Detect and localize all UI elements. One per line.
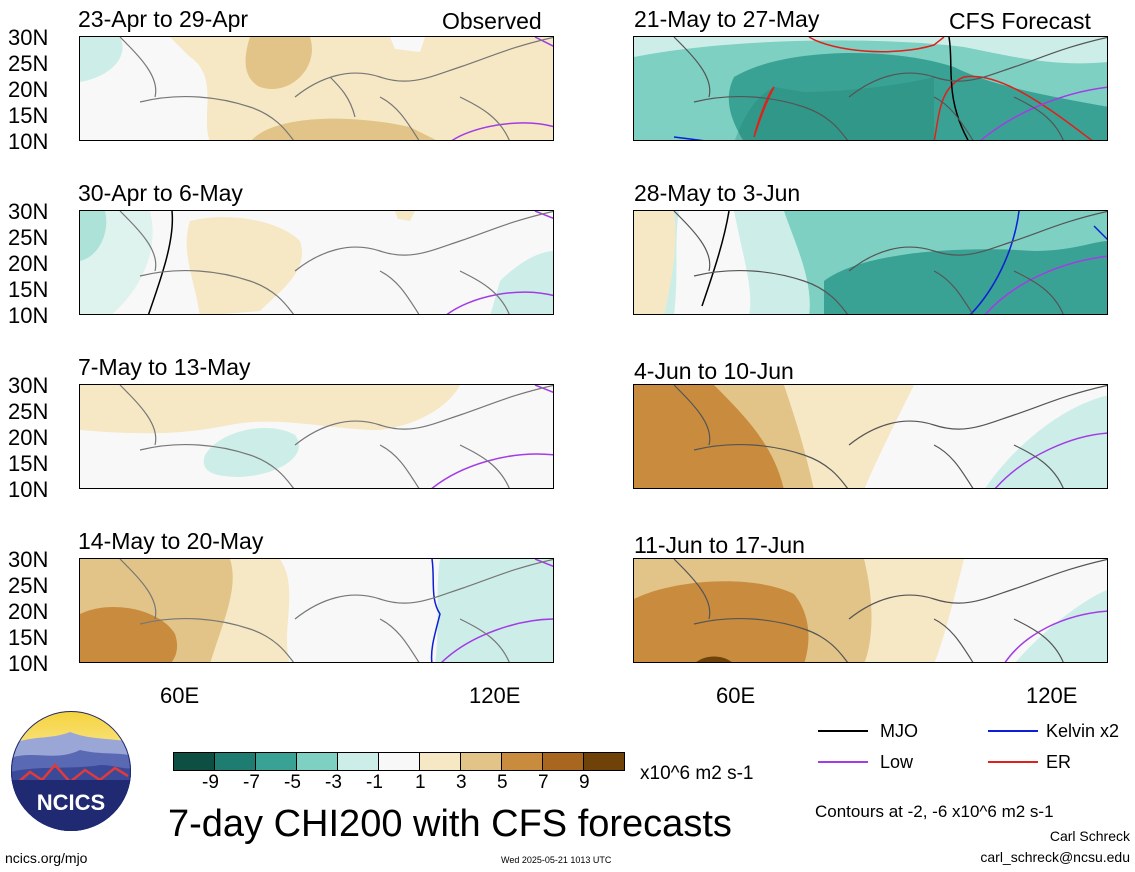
contours-note: Contours at -2, -6 x10^6 m2 s-1	[815, 802, 1054, 821]
panel-2-title: 30-Apr to 6-May	[78, 180, 243, 206]
colorbar	[173, 752, 625, 771]
map-panel-1	[79, 36, 554, 141]
colorbar-swatch-8	[502, 753, 543, 770]
lat-label-15n-p4: 15N	[8, 625, 49, 650]
lat-label-10n-p4: 10N	[8, 651, 49, 676]
colorbar-tick: -7	[243, 772, 260, 793]
logo-text: NCICS	[37, 790, 105, 815]
colorbar-tick: 5	[497, 772, 508, 793]
lat-label-15n-p3: 15N	[8, 451, 49, 476]
map-panel-3	[79, 384, 554, 489]
email[interactable]: carl_schreck@ncsu.edu	[980, 849, 1130, 865]
lat-label-30n-p3: 30N	[8, 373, 49, 398]
lat-label-30n-p1: 30N	[8, 25, 49, 50]
lon-label-120e-left: 120E	[469, 683, 521, 708]
colorbar-tick: 1	[415, 772, 426, 793]
map-panel-2	[79, 210, 554, 315]
colorbar-swatch-6	[420, 753, 461, 770]
panel-3-title: 7-May to 13-May	[78, 354, 251, 380]
legend-kelvin-line	[988, 730, 1038, 732]
colorbar-swatch-1	[215, 753, 256, 770]
legend-er-label: ER	[1046, 752, 1072, 772]
lat-label-20n-p1: 20N	[8, 77, 49, 102]
lat-label-15n-p2: 15N	[8, 277, 49, 302]
observed-label: Observed	[442, 8, 542, 34]
map-panel-6	[633, 210, 1108, 315]
colorbar-tick: -5	[284, 772, 301, 793]
map-panel-4	[79, 558, 554, 663]
colorbar-swatch-3	[297, 753, 338, 770]
lat-label-20n-p2: 20N	[8, 251, 49, 276]
colorbar-tick: 9	[579, 772, 590, 793]
panel-1-title: 23-Apr to 29-Apr	[78, 6, 249, 32]
lon-label-120e-right: 120E	[1026, 683, 1078, 708]
lat-label-25n-p4: 25N	[8, 573, 49, 598]
lon-label-60e-right: 60E	[716, 683, 756, 708]
legend-kelvin-label: Kelvin x2	[1046, 721, 1120, 741]
colorbar-swatch-2	[256, 753, 297, 770]
main-title: 7-day CHI200 with CFS forecasts	[168, 803, 732, 845]
legend-low-label: Low	[880, 752, 914, 772]
lat-label-10n-p1: 10N	[8, 129, 49, 154]
map-panel-8	[633, 558, 1108, 663]
ncics-logo: NCICS	[10, 710, 132, 832]
legend-mjo-line	[818, 730, 868, 732]
lat-label-30n-p4: 30N	[8, 547, 49, 572]
lat-label-20n-p4: 20N	[8, 599, 49, 624]
panel-8-title: 11-Jun to 17-Jun	[634, 532, 805, 558]
colorbar-tick: -9	[202, 772, 219, 793]
panel-4-title: 14-May to 20-May	[78, 528, 264, 554]
author: Carl Schreck	[1049, 828, 1130, 844]
lat-label-10n-p2: 10N	[8, 303, 49, 328]
lat-label-15n-p1: 15N	[8, 103, 49, 128]
lat-label-25n-p3: 25N	[8, 399, 49, 424]
lat-label-30n-p2: 30N	[8, 199, 49, 224]
colorbar-swatch-4	[338, 753, 379, 770]
map-panel-7	[633, 384, 1108, 489]
colorbar-tick: -3	[325, 772, 342, 793]
colorbar-swatch-10	[584, 753, 624, 770]
url-link[interactable]: ncics.org/mjo	[5, 850, 88, 866]
colorbar-tick: 7	[538, 772, 549, 793]
colorbar-swatch-5	[379, 753, 420, 770]
legend-er-line	[988, 761, 1038, 763]
colorbar-swatch-0	[174, 753, 215, 770]
lat-label-25n-p1: 25N	[8, 51, 49, 76]
legend-low-line	[818, 761, 868, 763]
colorbar-tick: -1	[366, 772, 383, 793]
colorbar-units: x10^6 m2 s-1	[640, 763, 754, 784]
legend-mjo-label: MJO	[880, 721, 918, 741]
lon-label-60e-left: 60E	[160, 683, 200, 708]
panel-5-title: 21-May to 27-May	[634, 6, 820, 32]
panel-6-title: 28-May to 3-Jun	[634, 180, 801, 206]
cfs-forecast-label: CFS Forecast	[949, 8, 1091, 34]
panel-7-title: 4-Jun to 10-Jun	[634, 358, 794, 384]
lat-label-25n-p2: 25N	[8, 225, 49, 250]
colorbar-swatch-9	[543, 753, 584, 770]
colorbar-tick: 3	[456, 772, 467, 793]
lat-label-20n-p3: 20N	[8, 425, 49, 450]
map-panel-5	[633, 36, 1108, 141]
timestamp: Wed 2025-05-21 1013 UTC	[501, 855, 612, 865]
colorbar-swatch-7	[461, 753, 502, 770]
lat-label-10n-p3: 10N	[8, 477, 49, 502]
